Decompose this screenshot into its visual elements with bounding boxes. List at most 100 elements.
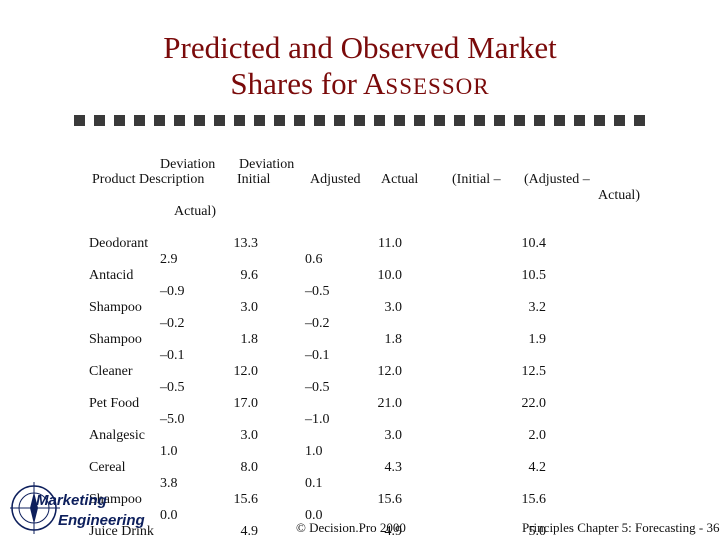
divider-square bbox=[534, 115, 545, 126]
cell-initial: 3.0 bbox=[240, 300, 259, 315]
cell-product: Juice Drink bbox=[89, 524, 154, 539]
divider-square bbox=[414, 115, 425, 126]
header-actual-close-2: Actual) bbox=[598, 188, 640, 203]
divider-square bbox=[114, 115, 125, 126]
divider-square bbox=[154, 115, 165, 126]
cell-adjusted: 4.3 bbox=[384, 460, 403, 475]
header-adjusted: Adjusted bbox=[310, 172, 361, 187]
cell-initial: 1.8 bbox=[240, 332, 259, 347]
cell-initial: 13.3 bbox=[233, 236, 259, 251]
cell-adjusted: 10.0 bbox=[377, 268, 403, 283]
divider-square bbox=[514, 115, 525, 126]
title-line-1: Predicted and Observed Market bbox=[163, 30, 557, 65]
cell-product: Antacid bbox=[89, 268, 134, 283]
cell-initial: 8.0 bbox=[240, 460, 259, 475]
cell-adjusted: 11.0 bbox=[378, 236, 402, 251]
cell-actual: 5.0 bbox=[528, 524, 547, 539]
divider-square bbox=[174, 115, 185, 126]
footer-page-label: Principles Chapter 5: Forecasting - 36 bbox=[522, 520, 720, 535]
compass-logo-icon bbox=[10, 482, 60, 534]
divider-square bbox=[634, 115, 645, 126]
header-initial-minus: (Initial – bbox=[452, 172, 501, 187]
cell-actual: 2.0 bbox=[528, 428, 547, 443]
divider-square bbox=[214, 115, 225, 126]
cell-product: Analgesic bbox=[89, 428, 145, 443]
cell-deviation-adjusted: –0.5 bbox=[305, 380, 330, 395]
footer-copyright: © Decision.Pro 2000 bbox=[296, 520, 406, 535]
cell-deviation-adjusted: –0.2 bbox=[305, 316, 330, 331]
cell-deviation-initial: 1.0 bbox=[160, 444, 178, 459]
cell-product: Pet Food bbox=[89, 396, 140, 411]
cell-product: Shampoo bbox=[89, 300, 142, 315]
cell-deviation-initial: –0.5 bbox=[160, 380, 185, 395]
cell-actual: 10.5 bbox=[521, 268, 547, 283]
cell-deviation-initial: 2.9 bbox=[160, 252, 178, 267]
marketing-engineering-logo: Marketing Engineering bbox=[10, 478, 160, 536]
divider-square bbox=[554, 115, 565, 126]
divider-square bbox=[134, 115, 145, 126]
cell-actual: 22.0 bbox=[521, 396, 547, 411]
square-divider bbox=[74, 115, 645, 126]
divider-square bbox=[494, 115, 505, 126]
title-smallcaps: SSESSOR bbox=[385, 74, 490, 99]
divider-square bbox=[74, 115, 85, 126]
cell-adjusted: 12.0 bbox=[377, 364, 403, 379]
divider-square bbox=[334, 115, 345, 126]
divider-square bbox=[94, 115, 105, 126]
cell-deviation-adjusted: 0.0 bbox=[305, 508, 323, 523]
header-deviation-1: Deviation bbox=[160, 157, 216, 172]
divider-square bbox=[454, 115, 465, 126]
cell-product: Shampoo bbox=[89, 332, 142, 347]
header-adjusted-minus: (Adjusted – bbox=[524, 172, 590, 187]
divider-square bbox=[194, 115, 205, 126]
cell-actual: 12.5 bbox=[521, 364, 547, 379]
cell-deviation-initial: 0.0 bbox=[160, 508, 178, 523]
title-line-2: Shares for ASSESSOR bbox=[0, 66, 720, 105]
cell-actual: 15.6 bbox=[521, 492, 547, 507]
cell-adjusted: 3.0 bbox=[384, 300, 403, 315]
header-deviation-2: Deviation bbox=[239, 157, 295, 172]
cell-deviation-adjusted: 0.1 bbox=[305, 476, 323, 491]
cell-actual: 1.9 bbox=[528, 332, 547, 347]
cell-deviation-adjusted: 1.0 bbox=[305, 444, 323, 459]
cell-adjusted: 4.9 bbox=[384, 524, 403, 539]
cell-deviation-adjusted: –0.5 bbox=[305, 284, 330, 299]
cell-deviation-initial: –0.1 bbox=[160, 348, 185, 363]
header-initial: Initial bbox=[237, 172, 271, 187]
divider-square bbox=[614, 115, 625, 126]
cell-initial: 15.6 bbox=[233, 492, 259, 507]
cell-deviation-initial: –0.2 bbox=[160, 316, 185, 331]
cell-deviation-initial: –0.9 bbox=[160, 284, 185, 299]
cell-deviation-adjusted: –1.0 bbox=[305, 412, 330, 427]
header-product: Product Description bbox=[92, 172, 205, 187]
cell-initial: 17.0 bbox=[233, 396, 259, 411]
cell-adjusted: 1.8 bbox=[384, 332, 403, 347]
divider-square bbox=[234, 115, 245, 126]
cell-deviation-initial: 3.8 bbox=[160, 476, 178, 491]
cell-initial: 9.6 bbox=[240, 268, 259, 283]
divider-square bbox=[314, 115, 325, 126]
cell-actual: 4.2 bbox=[528, 460, 547, 475]
divider-square bbox=[594, 115, 605, 126]
cell-product: Shampoo bbox=[89, 492, 142, 507]
title-prefix: Shares for A bbox=[230, 66, 386, 101]
cell-initial: 12.0 bbox=[233, 364, 259, 379]
cell-deviation-initial: –5.0 bbox=[160, 412, 185, 427]
divider-square bbox=[374, 115, 385, 126]
cell-adjusted: 21.0 bbox=[377, 396, 403, 411]
divider-square bbox=[354, 115, 365, 126]
slide-title: Predicted and Observed Market Shares for… bbox=[0, 30, 720, 105]
divider-square bbox=[474, 115, 485, 126]
cell-actual: 10.4 bbox=[521, 236, 547, 251]
header-actual-close-1: Actual) bbox=[174, 204, 216, 219]
divider-square bbox=[434, 115, 445, 126]
cell-initial: 4.9 bbox=[240, 524, 259, 539]
cell-product: Deodorant bbox=[89, 236, 149, 251]
cell-deviation-adjusted: 0.6 bbox=[305, 252, 323, 267]
divider-square bbox=[274, 115, 285, 126]
divider-square bbox=[394, 115, 405, 126]
cell-deviation-adjusted: –0.1 bbox=[305, 348, 330, 363]
divider-square bbox=[254, 115, 265, 126]
divider-square bbox=[574, 115, 585, 126]
cell-adjusted: 15.6 bbox=[377, 492, 403, 507]
